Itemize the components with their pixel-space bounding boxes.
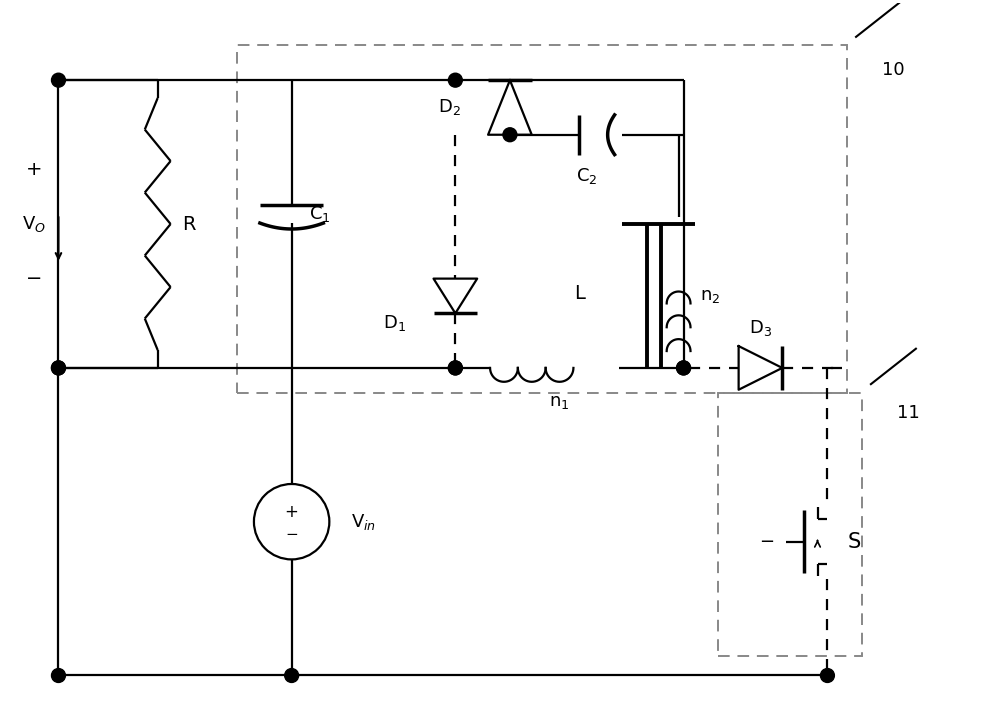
Text: −: − — [285, 527, 298, 542]
Circle shape — [285, 669, 299, 682]
Text: 11: 11 — [897, 404, 920, 421]
Text: n$_2$: n$_2$ — [700, 287, 721, 305]
Text: −: − — [25, 269, 42, 288]
Text: n$_1$: n$_1$ — [549, 393, 570, 411]
Text: D$_2$: D$_2$ — [438, 98, 460, 118]
Bar — [237, 46, 847, 393]
Text: D$_1$: D$_1$ — [383, 313, 406, 333]
Circle shape — [448, 361, 462, 375]
Text: D$_3$: D$_3$ — [749, 318, 772, 338]
Text: V$_O$: V$_O$ — [22, 214, 46, 234]
Text: 10: 10 — [882, 61, 905, 79]
Text: +: + — [285, 503, 299, 520]
Text: S: S — [847, 532, 861, 552]
Circle shape — [52, 669, 65, 682]
Text: C$_2$: C$_2$ — [576, 167, 598, 187]
Text: R: R — [182, 215, 196, 234]
Bar — [718, 393, 862, 656]
Circle shape — [503, 128, 517, 142]
Text: +: + — [25, 160, 42, 179]
Circle shape — [677, 361, 691, 375]
Circle shape — [52, 73, 65, 87]
Circle shape — [52, 361, 65, 375]
Text: C$_1$: C$_1$ — [309, 204, 331, 224]
Text: −: − — [759, 533, 774, 550]
Text: L: L — [574, 284, 585, 303]
Circle shape — [448, 73, 462, 87]
Circle shape — [677, 361, 691, 375]
Circle shape — [448, 361, 462, 375]
Circle shape — [52, 361, 65, 375]
Circle shape — [820, 669, 834, 682]
Text: V$_{in}$: V$_{in}$ — [351, 512, 376, 532]
